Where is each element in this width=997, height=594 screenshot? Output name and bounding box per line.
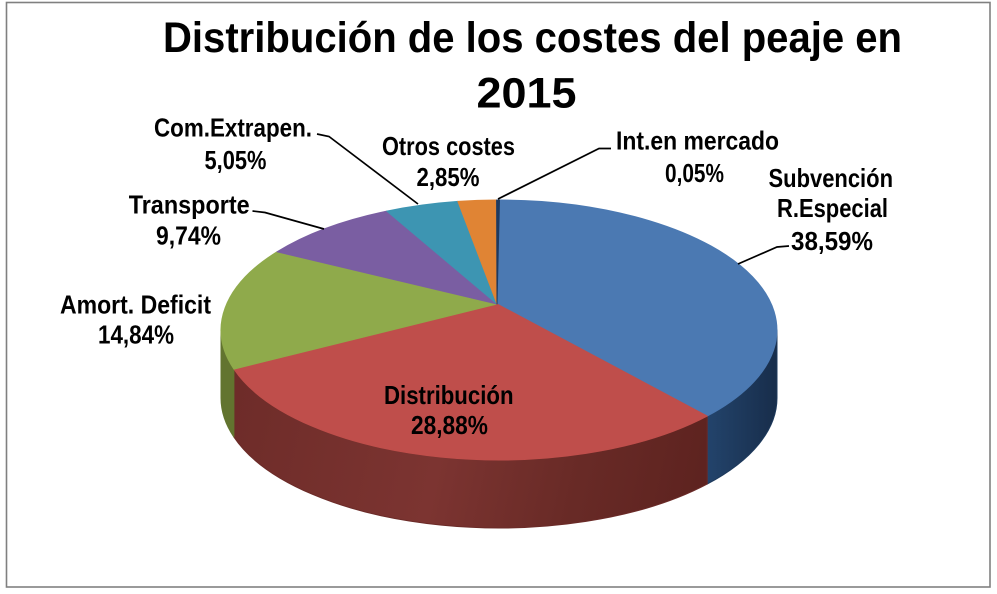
svg-text:Distribución: Distribución (384, 380, 514, 410)
svg-text:Amort. Deficit: Amort. Deficit (60, 289, 211, 319)
svg-text:Com.Extrapen.: Com.Extrapen. (154, 113, 312, 143)
svg-text:Distribución de los costes del: Distribución de los costes del peaje en (163, 14, 902, 62)
svg-text:5,05%: 5,05% (205, 145, 267, 175)
svg-text:9,74%: 9,74% (156, 221, 221, 251)
svg-text:Otros costes: Otros costes (382, 131, 515, 161)
svg-text:14,84%: 14,84% (98, 320, 174, 350)
svg-text:Transporte: Transporte (129, 189, 250, 219)
svg-text:38,59%: 38,59% (791, 226, 873, 256)
svg-text:R.Especial: R.Especial (777, 193, 888, 223)
svg-text:28,88%: 28,88% (411, 410, 488, 440)
svg-text:0,05%: 0,05% (665, 158, 724, 188)
svg-text:2015: 2015 (477, 70, 577, 118)
svg-text:Subvención: Subvención (769, 163, 894, 193)
svg-text:2,85%: 2,85% (417, 162, 480, 192)
svg-text:Int.en mercado: Int.en mercado (616, 126, 779, 156)
